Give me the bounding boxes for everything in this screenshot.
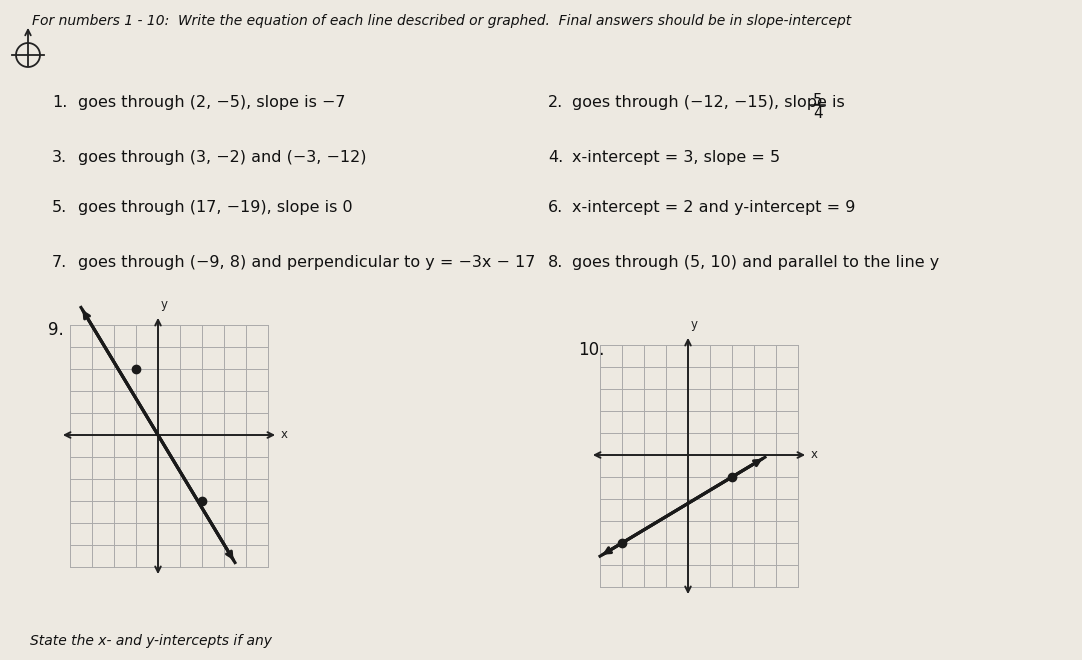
- Text: 5.: 5.: [52, 200, 67, 215]
- Text: 2.: 2.: [547, 95, 564, 110]
- Text: 6.: 6.: [547, 200, 564, 215]
- Text: goes through (−9, 8) and perpendicular to y = −3x − 17: goes through (−9, 8) and perpendicular t…: [78, 255, 536, 270]
- Text: For numbers 1 - 10:  Write the equation of each line described or graphed.  Fina: For numbers 1 - 10: Write the equation o…: [32, 14, 852, 28]
- Text: 7.: 7.: [52, 255, 67, 270]
- Text: goes through (2, −5), slope is −7: goes through (2, −5), slope is −7: [78, 95, 345, 110]
- Text: x: x: [281, 428, 288, 442]
- Text: 5: 5: [814, 93, 822, 108]
- Text: 9.: 9.: [48, 321, 64, 339]
- Text: goes through (3, −2) and (−3, −12): goes through (3, −2) and (−3, −12): [78, 150, 367, 165]
- Text: y: y: [691, 318, 698, 331]
- Text: State the x- and y-intercepts if any: State the x- and y-intercepts if any: [30, 634, 272, 648]
- Text: x: x: [812, 449, 818, 461]
- Text: 4: 4: [814, 106, 822, 121]
- Text: goes through (17, −19), slope is 0: goes through (17, −19), slope is 0: [78, 200, 353, 215]
- Text: goes through (−12, −15), slope is: goes through (−12, −15), slope is: [572, 95, 849, 110]
- Text: x-intercept = 2 and y-intercept = 9: x-intercept = 2 and y-intercept = 9: [572, 200, 856, 215]
- Text: 10.: 10.: [578, 341, 605, 359]
- Text: 8.: 8.: [547, 255, 564, 270]
- Text: 3.: 3.: [52, 150, 67, 165]
- Text: x-intercept = 3, slope = 5: x-intercept = 3, slope = 5: [572, 150, 780, 165]
- Text: 1.: 1.: [52, 95, 67, 110]
- Text: 4.: 4.: [547, 150, 564, 165]
- Text: goes through (5, 10) and parallel to the line y: goes through (5, 10) and parallel to the…: [572, 255, 939, 270]
- Text: y: y: [161, 298, 168, 311]
